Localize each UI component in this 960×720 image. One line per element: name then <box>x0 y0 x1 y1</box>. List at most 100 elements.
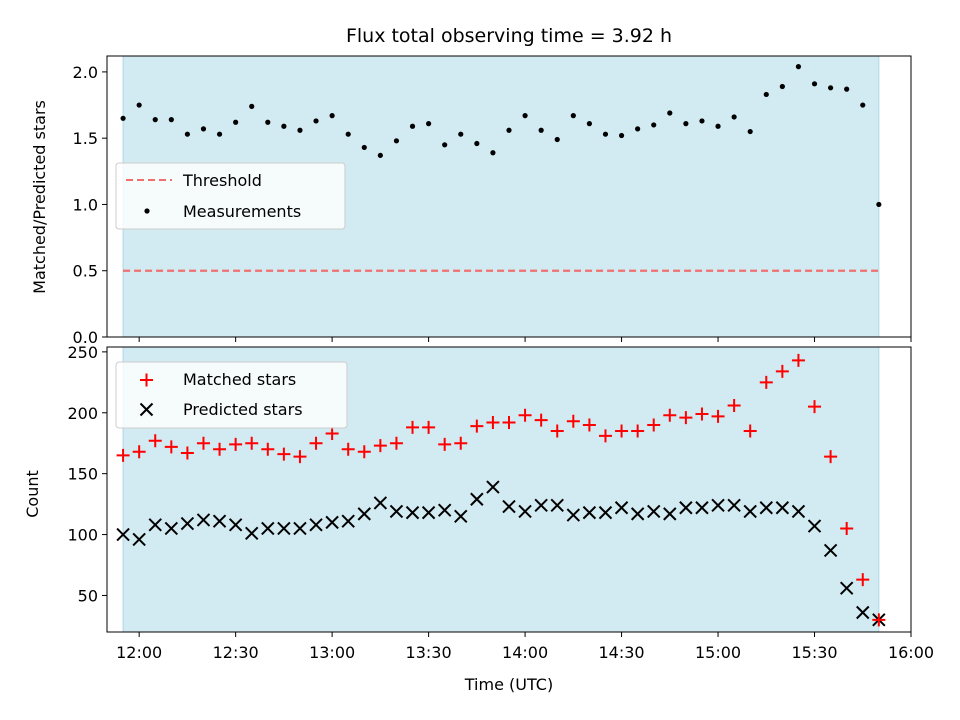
matched-stars-point <box>293 450 307 464</box>
measurement-point <box>184 131 190 137</box>
matched-stars-point <box>566 414 580 428</box>
top-axes-frame <box>106 55 912 338</box>
predicted-stars-point <box>309 518 323 532</box>
matched-stars-point <box>325 426 339 440</box>
top-y-tick-label: 0.0 <box>73 328 98 347</box>
measurement-point <box>458 131 464 137</box>
matched-stars-point <box>775 364 789 378</box>
predicted-stars-point <box>647 504 661 519</box>
predicted-stars-point <box>228 518 243 532</box>
measurement-point <box>281 123 287 129</box>
predicted-stars-point <box>261 521 275 536</box>
measurement-point <box>876 201 882 208</box>
matched-stars-point <box>116 448 130 462</box>
measurement-point <box>265 119 271 125</box>
measurement-point <box>779 83 785 90</box>
measurement-point <box>216 131 223 137</box>
predicted-stars-point <box>807 519 822 533</box>
predicted-stars-point <box>437 503 452 517</box>
predicted-stars-point <box>823 543 838 558</box>
predicted-stars-point <box>132 532 146 547</box>
measurement-point <box>329 113 335 119</box>
measurement-point <box>683 120 689 127</box>
predicted-stars-point <box>566 508 581 522</box>
bottom-y-tick-label: 200 <box>67 404 98 423</box>
matched-stars-point <box>647 418 661 432</box>
matched-stars-point <box>438 437 452 451</box>
predicted-stars-point <box>518 504 532 519</box>
measurement-point <box>731 114 737 120</box>
predicted-stars-point <box>856 605 870 620</box>
matched-stars-point <box>759 375 773 389</box>
bottom-x-tick-label: 15:00 <box>695 643 741 662</box>
matched-stars-point <box>615 424 629 438</box>
measurement-point <box>506 127 512 133</box>
matched-stars-point <box>598 429 612 443</box>
measurement-point <box>345 131 351 137</box>
measurement-point <box>635 126 641 132</box>
matched-stars-point <box>470 419 484 433</box>
matched-stars-point <box>164 440 178 454</box>
measurement-point <box>667 110 673 116</box>
predicted-stars-point <box>663 507 677 521</box>
measurement-point <box>747 128 753 135</box>
matched-stars-point <box>357 445 371 459</box>
chart-title: Flux total observing time = 3.92 h <box>346 25 672 47</box>
measurement-point <box>618 132 625 139</box>
measurement-point <box>586 120 593 127</box>
matched-stars-point <box>727 398 741 412</box>
bottom-x-tick-label: 16:00 <box>888 643 934 662</box>
measurement-point <box>136 102 142 108</box>
measurement-point <box>490 150 496 156</box>
predicted-stars-point <box>341 514 355 528</box>
measurement-point <box>442 142 448 148</box>
bottom-y-axis-label: Count <box>23 470 42 518</box>
matched-stars-point <box>277 447 291 461</box>
bottom-y-tick-label: 150 <box>67 465 98 484</box>
top-y-tick-label: 2.0 <box>73 63 98 82</box>
top-y-axis-label: Matched/Predicted stars <box>30 100 49 294</box>
top-y-tick-label: 1.0 <box>73 195 98 214</box>
predicted-stars-point <box>791 504 806 519</box>
top-legend: Threshold Measurements <box>115 162 346 230</box>
bottom-x-tick-label: 15:30 <box>791 643 837 662</box>
bottom-x-tick-label: 13:00 <box>309 643 355 662</box>
matched-stars-point <box>245 436 259 450</box>
matched-stars-point <box>518 408 532 422</box>
matched-stars-point <box>148 434 162 448</box>
predicted-stars-point <box>454 509 468 524</box>
predicted-stars-point <box>470 492 484 506</box>
measurement-point <box>200 126 207 132</box>
measurements-legend-swatch <box>144 208 150 214</box>
bottom-legend: Matched stars Predicted stars <box>115 361 348 429</box>
matched-stars-point <box>180 446 194 460</box>
measurement-point <box>538 127 544 133</box>
measurement-point <box>409 123 416 129</box>
bottom-x-tick-label: 14:30 <box>599 643 645 662</box>
matched-stars-point <box>791 353 805 367</box>
predicted-stars-point <box>373 496 388 510</box>
matched-stars-point <box>132 445 146 459</box>
measurement-point <box>860 102 866 108</box>
measurement-point <box>426 120 432 127</box>
bottom-axes-frame <box>106 346 912 633</box>
matched-stars-point <box>261 442 275 456</box>
predicted-stars-point <box>405 505 420 520</box>
predicted-stars-point <box>550 498 564 513</box>
measurement-point <box>474 140 480 147</box>
measurement-point <box>393 138 400 144</box>
matched-stars-point <box>824 450 838 464</box>
predicted-stars-point <box>164 521 179 536</box>
matched-stars-point <box>229 437 243 451</box>
predicted-stars-point <box>775 501 790 515</box>
matched-stars-point <box>856 573 870 587</box>
bottom-y-tick-label: 250 <box>67 343 98 362</box>
measurement-point <box>570 113 576 119</box>
measurement-point <box>554 136 560 143</box>
predicted-stars-point <box>277 521 291 536</box>
measurement-point <box>249 103 255 109</box>
predicted-stars-point <box>180 516 195 531</box>
measurement-point <box>795 64 802 70</box>
measurement-point <box>699 118 705 124</box>
